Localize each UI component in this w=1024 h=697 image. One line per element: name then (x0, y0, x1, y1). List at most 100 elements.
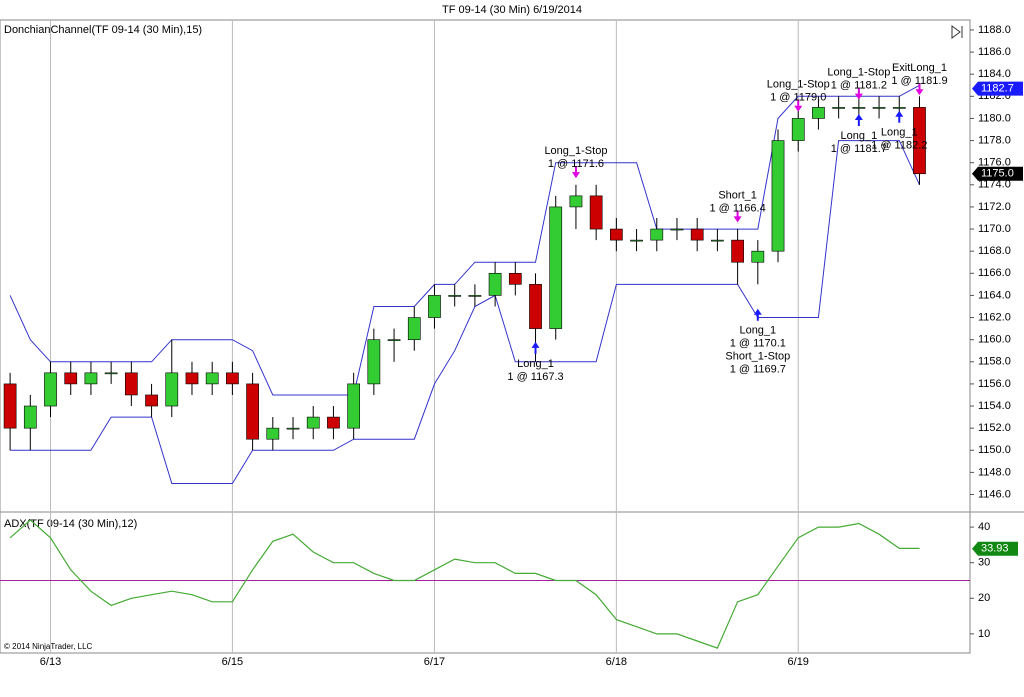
price-tag (972, 166, 1023, 181)
y-tick-label: 10 (978, 628, 990, 640)
candle-body (650, 228, 664, 241)
trade-label: Long_1 (881, 127, 918, 139)
candle-body (64, 372, 78, 385)
trade-label: 1 @ 1179.0 (770, 92, 826, 104)
y-tick-label: 1170.0 (978, 223, 1011, 235)
candle-body (913, 107, 926, 175)
candle-body (589, 195, 603, 230)
value-tag-label: 33.93 (981, 543, 1009, 555)
trade-label: 1 @ 1181.2 (831, 80, 887, 92)
candle-body (508, 272, 522, 285)
y-tick-label: 1180.0 (978, 112, 1011, 124)
y-tick-label: 1162.0 (978, 311, 1011, 323)
candle-body (690, 228, 704, 241)
y-tick-label: 1176.0 (978, 157, 1011, 169)
y-tick-label: 1152.0 (978, 422, 1011, 434)
y-tick-label: 1178.0 (978, 134, 1011, 146)
x-tick-label: 6/18 (606, 656, 627, 668)
x-tick-label: 6/19 (788, 656, 809, 668)
candle-body (165, 372, 179, 407)
candle-body (711, 239, 724, 242)
y-tick-label: 1150.0 (978, 444, 1011, 456)
y-tick-label: 1188.0 (978, 24, 1011, 36)
candle-body (104, 372, 118, 375)
candle-body (124, 372, 138, 396)
trade-label: Long_1 (739, 325, 776, 337)
candle-body (286, 427, 300, 430)
exit-arrow (571, 166, 580, 179)
y-tick-label: 1148.0 (978, 466, 1011, 478)
candle-body (367, 339, 381, 385)
x-tick-label: 6/15 (222, 656, 243, 668)
candle-body (609, 228, 623, 241)
candle-body (407, 317, 421, 340)
trade-label: Long_1 (517, 358, 554, 370)
candle-body (428, 295, 441, 318)
candle-body (327, 416, 340, 429)
panel-title: ADX(TF 09-14 (30 Min),12) (4, 518, 137, 530)
candle-body (84, 372, 98, 385)
entry-arrow (753, 308, 762, 321)
price-tag (972, 81, 1023, 96)
candle-body (387, 339, 401, 341)
trade-label: Short_1 (718, 189, 757, 201)
candle-body (145, 394, 158, 407)
trade-label: 1 @ 1170.1 (730, 338, 786, 350)
entry-arrow (531, 341, 540, 354)
candle-body (731, 239, 744, 263)
y-tick-label: 1160.0 (978, 334, 1011, 346)
candle-body (347, 383, 361, 429)
chart-title: TF 09-14 (30 Min) 6/19/2014 (442, 4, 582, 16)
candle-body (832, 107, 846, 109)
candle-body (630, 239, 643, 242)
exit-arrow (915, 83, 924, 96)
y-tick-label: 30 (978, 557, 990, 569)
candle-body (852, 107, 866, 109)
exit-arrow (733, 210, 742, 223)
trade-label: 1 @ 1171.6 (548, 158, 604, 170)
x-tick-label: 6/13 (40, 656, 61, 668)
adx-line (9, 519, 920, 649)
y-tick-label: 1186.0 (978, 46, 1011, 58)
trade-label: 1 @ 1182.2 (871, 140, 927, 152)
y-tick-label: 1156.0 (978, 378, 1011, 390)
value-tag (972, 541, 1018, 556)
y-tick-label: 1168.0 (978, 245, 1011, 257)
candle-body (306, 416, 320, 429)
y-tick-label: 1174.0 (978, 179, 1011, 191)
entry-arrow (895, 110, 904, 123)
exit-arrow (854, 87, 863, 100)
entry-arrow (854, 114, 863, 127)
y-tick-label: 1184.0 (978, 68, 1011, 80)
candle-body (751, 250, 765, 263)
trade-label: 1 @ 1166.4 (709, 202, 765, 214)
y-tick-label: 1172.0 (978, 201, 1011, 213)
channel-line (10, 140, 920, 484)
candle-body (3, 383, 17, 429)
candle-body (892, 107, 906, 109)
candle-body (791, 118, 805, 141)
candle-body (670, 228, 684, 231)
candle-body (771, 140, 785, 252)
trade-label: 1 @ 1181.7 (831, 143, 887, 155)
scroll-icon[interactable] (951, 25, 963, 39)
candle-body (185, 372, 199, 385)
y-tick-label: 20 (978, 592, 990, 604)
candle-body (448, 295, 462, 297)
x-tick-label: 6/17 (424, 656, 445, 668)
candle-body (872, 107, 886, 109)
trade-label: 1 @ 1169.7 (730, 364, 786, 376)
trade-label: ExitLong_1 (892, 62, 947, 74)
trade-label: Long_1-Stop (767, 79, 830, 91)
y-tick-label: 40 (978, 521, 990, 533)
trade-label: Short_1-Stop (725, 351, 790, 363)
candle-body (246, 383, 259, 440)
y-tick-label: 1158.0 (978, 356, 1011, 368)
exit-arrow (794, 99, 803, 112)
panel-title: DonchianChannel(TF 09-14 (30 Min),15) (4, 24, 202, 36)
candle-body (266, 427, 280, 440)
y-tick-label: 1166.0 (978, 267, 1011, 279)
candle-body (44, 372, 57, 407)
